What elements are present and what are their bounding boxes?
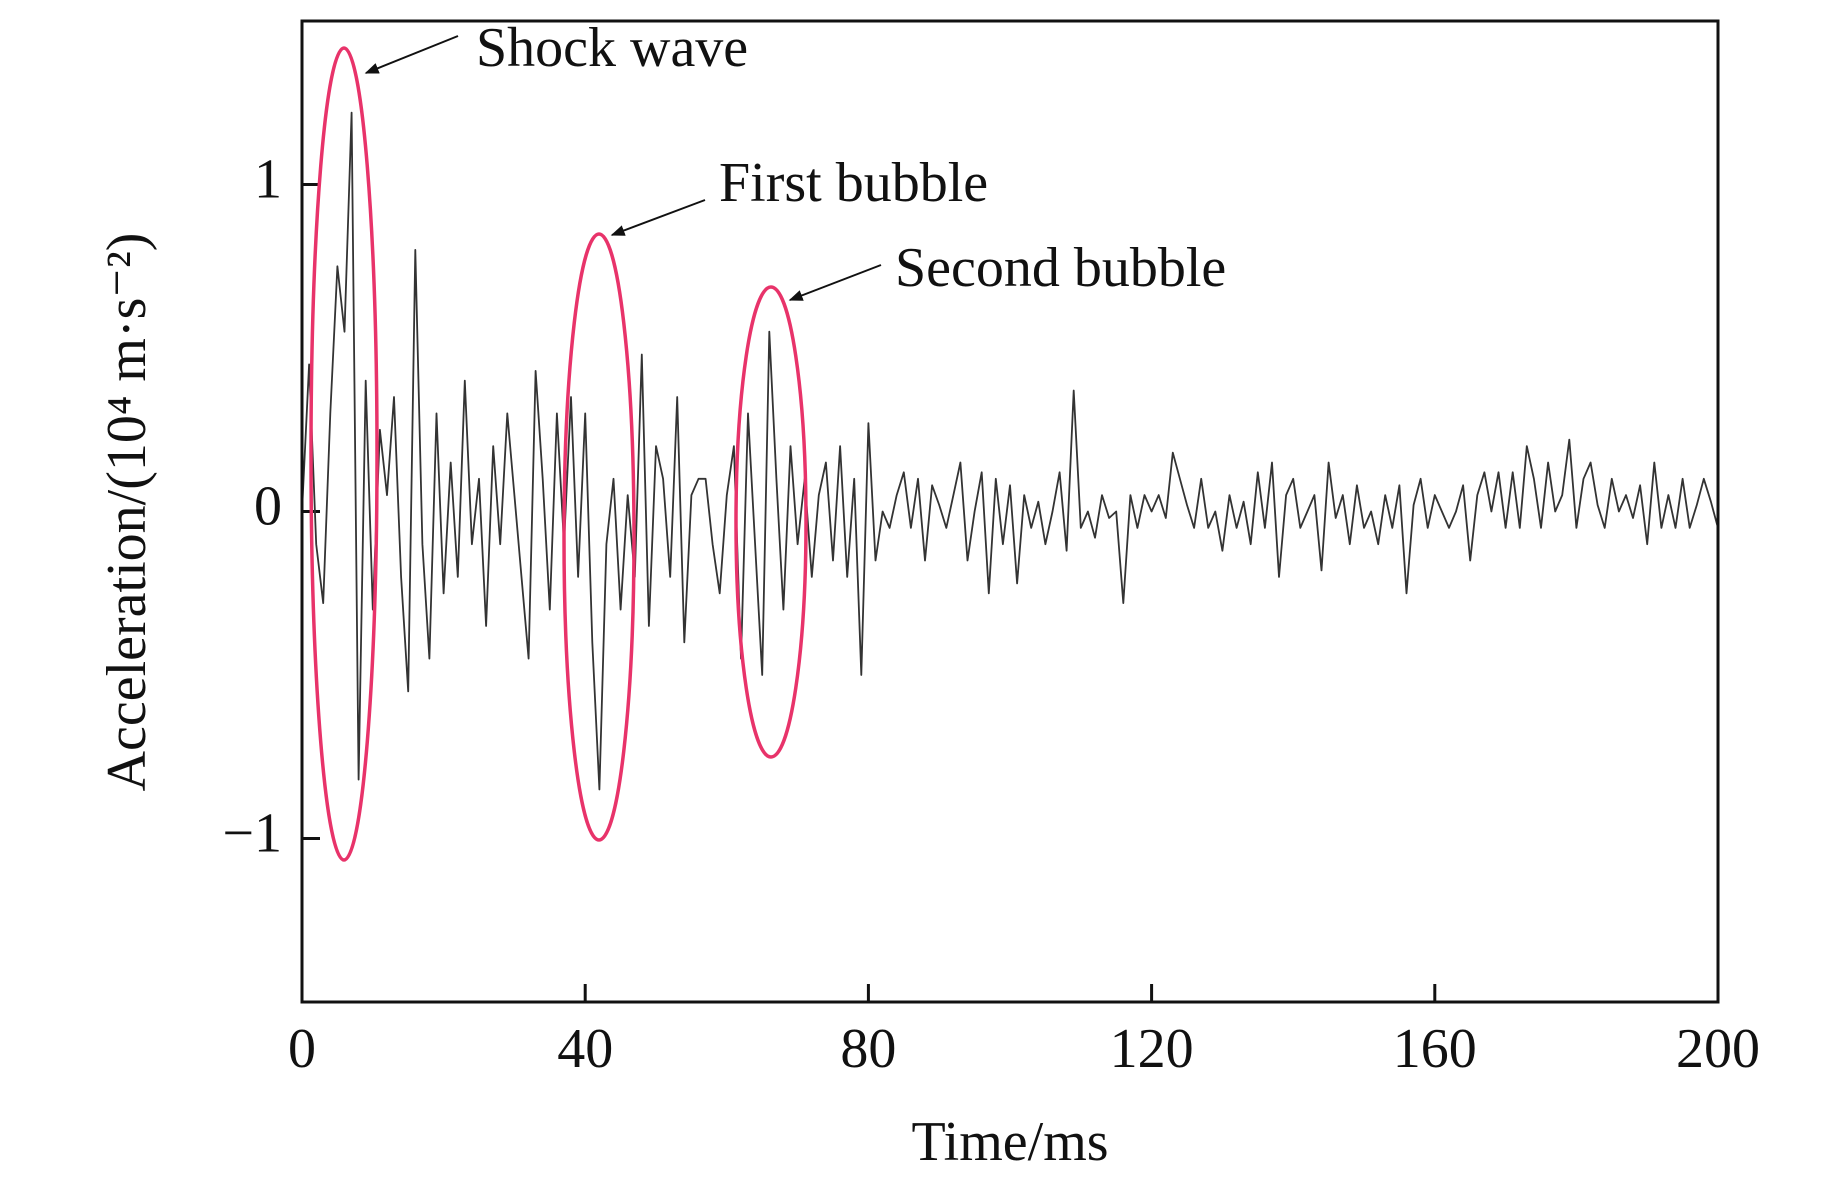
x-tick-label: 0	[288, 1018, 316, 1080]
y-tick-label: 0	[254, 475, 282, 537]
x-tick-label: 40	[557, 1018, 613, 1080]
highlight-ellipse	[734, 285, 808, 759]
highlight-ellipse	[309, 46, 379, 862]
highlight-ellipse	[562, 232, 636, 842]
y-tick-label: 1	[254, 148, 282, 210]
x-tick-label: 160	[1393, 1018, 1477, 1080]
annotation-arrow	[788, 264, 882, 301]
annotation: Second bubble	[895, 237, 1226, 299]
x-tick-label: 200	[1676, 1018, 1760, 1080]
y-axis-label: Acceleration/(10⁴ m·s⁻²)	[96, 233, 158, 792]
annotation: First bubble	[719, 152, 988, 214]
data-line	[301, 111, 1719, 791]
y-tick-label: −1	[222, 802, 282, 864]
annotation-arrow	[610, 199, 706, 236]
x-tick-label: 120	[1110, 1018, 1194, 1080]
plot-frame	[300, 19, 1720, 1004]
annotation-arrow	[364, 35, 459, 74]
annotation: Shock wave	[476, 17, 748, 79]
x-axis-label: Time/ms	[911, 1111, 1108, 1173]
x-tick-label: 80	[840, 1018, 896, 1080]
